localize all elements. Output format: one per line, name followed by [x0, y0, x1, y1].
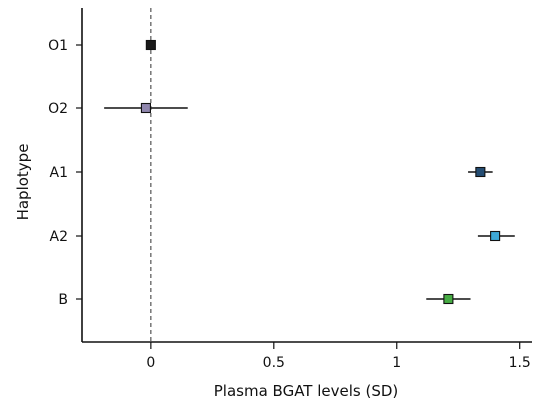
point-o1: [145, 39, 156, 51]
y-tick-label-o1: O1: [48, 38, 68, 54]
y-tick-label-b: B: [58, 292, 68, 308]
y-tick-label-o2: O2: [48, 101, 68, 117]
x-tick-label-3: 1.5: [509, 355, 531, 371]
y-tick-label-a2: A2: [50, 229, 68, 245]
point-o2: [140, 102, 151, 114]
x-tick-label-2: 1: [392, 355, 401, 371]
x-tick-label-1: 0.5: [263, 355, 285, 371]
point-a1: [475, 166, 486, 178]
x-tick-label-0: 0: [146, 355, 155, 371]
y-axis-label: Haplotype: [14, 144, 32, 221]
y-tick-label-a1: A1: [50, 165, 68, 181]
plot-layer: O1 O2 A1 A2 B 0 0.5 1 1.5: [48, 8, 532, 371]
point-b: [443, 293, 454, 305]
point-a2: [490, 230, 501, 242]
x-axis-label: Plasma BGAT levels (SD): [214, 382, 399, 400]
